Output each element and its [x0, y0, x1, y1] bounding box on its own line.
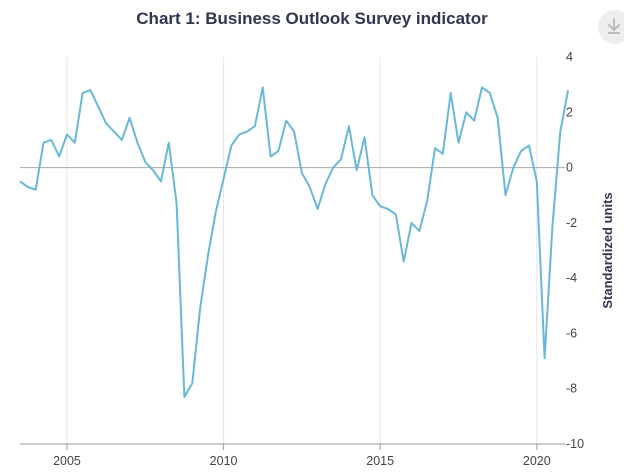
chart-title: Chart 1: Business Outlook Survey indicat… [136, 9, 488, 28]
axes [20, 167, 565, 450]
y-tick-label-0: 0 [566, 161, 573, 175]
x-tick-label-2005: 2005 [53, 454, 81, 468]
series-line-0 [19, 86, 570, 398]
grid [66, 57, 538, 444]
y-tick-label--8: -8 [566, 382, 577, 396]
download-button[interactable] [598, 10, 624, 44]
tick-labels: 2005 2010 2015 2020 4 2 0 -2 -4 -6 -8 -10 Standardiz… [53, 50, 615, 468]
y-tick-label-2: 2 [566, 105, 573, 119]
y-axis-label: Standardized units [600, 192, 615, 308]
x-tick-label-2020: 2020 [523, 454, 551, 468]
download-icon [608, 18, 620, 34]
x-tick-label-2015: 2015 [366, 454, 394, 468]
y-tick-label--10: -10 [566, 437, 584, 451]
y-tick-label-4: 4 [566, 50, 573, 64]
x-tick-label-2010: 2010 [210, 454, 238, 468]
series-layer [19, 86, 570, 398]
y-tick-label--6: -6 [566, 326, 577, 340]
y-tick-label--2: -2 [566, 216, 577, 230]
y-tick-label--4: -4 [566, 271, 577, 285]
